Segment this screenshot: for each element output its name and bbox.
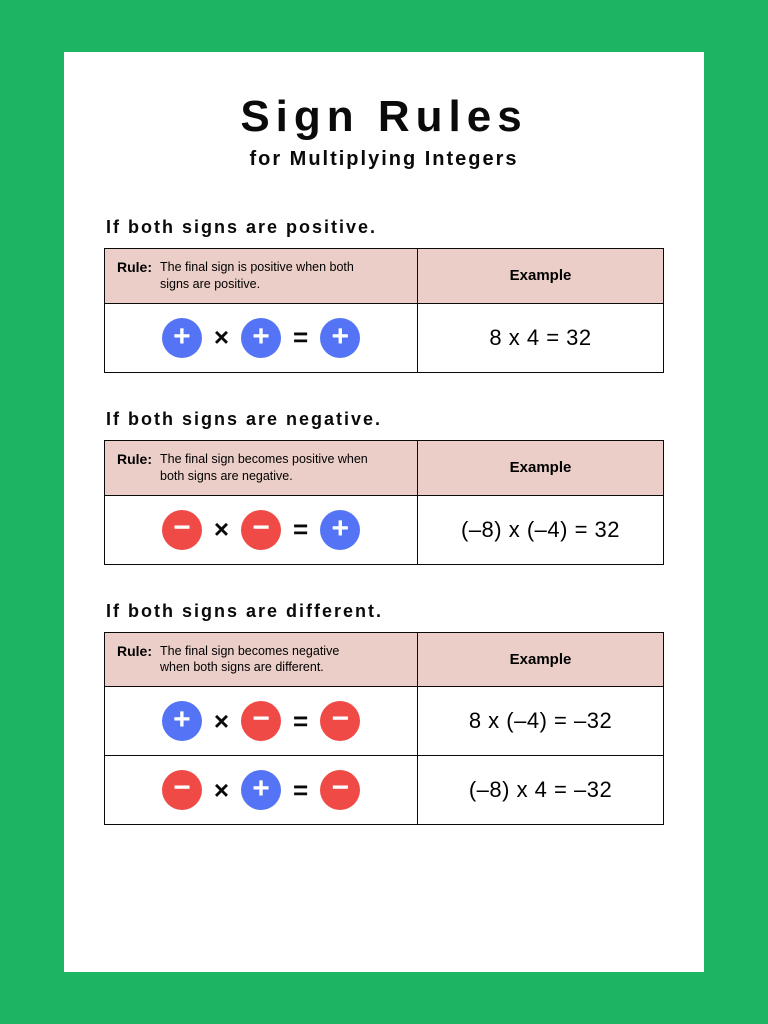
equation-row: ×= (117, 510, 405, 550)
minus-icon (241, 510, 281, 550)
equation-cell: ×= (105, 303, 418, 372)
example-value: 8 x (–4) = –32 (418, 687, 664, 756)
rule-text: The final sign is positive when both sig… (160, 259, 370, 293)
equation-cell: ×= (105, 756, 418, 825)
plus-icon (320, 318, 360, 358)
equation-row: ×= (117, 318, 405, 358)
sections-container: If both signs are positive. Rule: The fina… (104, 217, 664, 825)
rule-header-cell: Rule: The final sign becomes positive whe… (105, 440, 418, 495)
rule-table: Rule: The final sign becomes positive whe… (104, 440, 664, 565)
times-operator: × (214, 322, 229, 353)
example-header-cell: Example (418, 440, 664, 495)
plus-icon (162, 701, 202, 741)
plus-icon (162, 318, 202, 358)
rule-text: The final sign becomes positive when bot… (160, 451, 370, 485)
minus-icon (162, 510, 202, 550)
minus-icon (320, 770, 360, 810)
example-value: (–8) x (–4) = 32 (418, 495, 664, 564)
page-card: Sign Rules for Multiplying Integers If b… (64, 52, 704, 972)
times-operator: × (214, 514, 229, 545)
rule-section: If both signs are negative. Rule: The fina… (104, 409, 664, 565)
example-header-cell: Example (418, 249, 664, 304)
example-header-cell: Example (418, 632, 664, 687)
minus-icon (241, 701, 281, 741)
equation-row: ×= (117, 770, 405, 810)
rule-label: Rule: (117, 643, 152, 659)
minus-icon (320, 701, 360, 741)
page-title: Sign Rules (104, 92, 664, 142)
rule-section: If both signs are different. Rule: The fin… (104, 601, 664, 826)
example-value: 8 x 4 = 32 (418, 303, 664, 372)
rule-header-cell: Rule: The final sign becomes negative whe… (105, 632, 418, 687)
equals-operator: = (293, 775, 308, 806)
equation-cell: ×= (105, 687, 418, 756)
rule-label: Rule: (117, 451, 152, 467)
section-heading: If both signs are different. (106, 601, 664, 622)
plus-icon (241, 770, 281, 810)
rule-header-cell: Rule: The final sign is positive when bot… (105, 249, 418, 304)
section-heading: If both signs are positive. (106, 217, 664, 238)
rule-section: If both signs are positive. Rule: The fina… (104, 217, 664, 373)
equation-row: ×= (117, 701, 405, 741)
equals-operator: = (293, 514, 308, 545)
table-row: ×=(–8) x 4 = –32 (105, 756, 664, 825)
plus-icon (320, 510, 360, 550)
section-heading: If both signs are negative. (106, 409, 664, 430)
table-row: ×=8 x (–4) = –32 (105, 687, 664, 756)
times-operator: × (214, 706, 229, 737)
table-row: ×=8 x 4 = 32 (105, 303, 664, 372)
equals-operator: = (293, 322, 308, 353)
times-operator: × (214, 775, 229, 806)
rule-label: Rule: (117, 259, 152, 275)
minus-icon (162, 770, 202, 810)
example-value: (–8) x 4 = –32 (418, 756, 664, 825)
equation-cell: ×= (105, 495, 418, 564)
page-subtitle: for Multiplying Integers (104, 148, 664, 171)
plus-icon (241, 318, 281, 358)
rule-table: Rule: The final sign becomes negative whe… (104, 632, 664, 826)
equals-operator: = (293, 706, 308, 737)
rule-text: The final sign becomes negative when bot… (160, 643, 370, 677)
table-row: ×=(–8) x (–4) = 32 (105, 495, 664, 564)
rule-table: Rule: The final sign is positive when bot… (104, 248, 664, 373)
